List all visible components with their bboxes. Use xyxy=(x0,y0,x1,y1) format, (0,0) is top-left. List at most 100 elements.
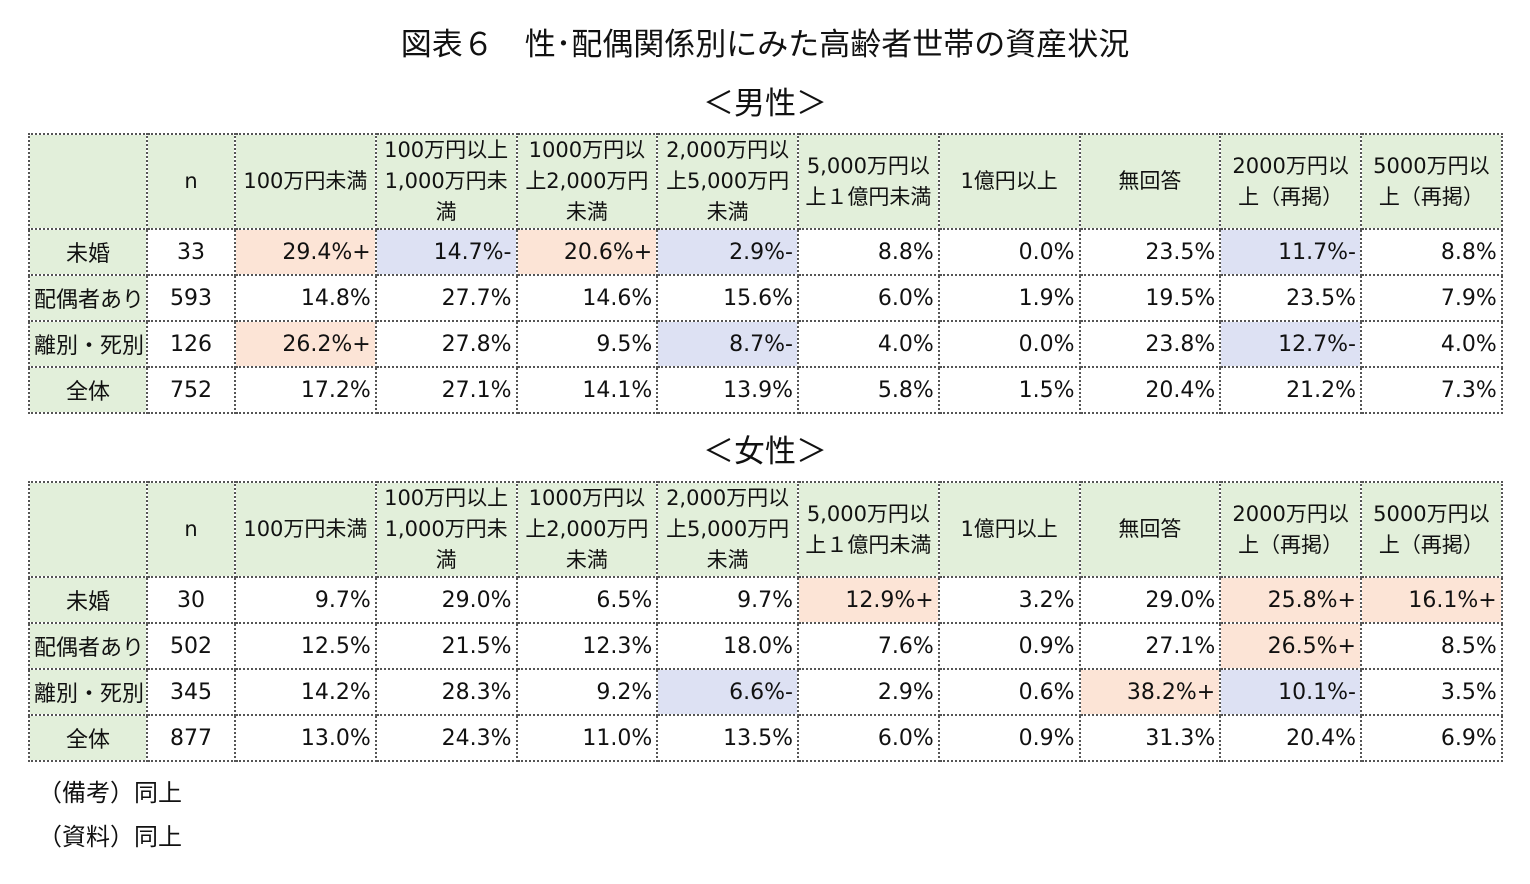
percentage-cell: 27.1% xyxy=(374,366,518,414)
percentage-cell: 24.3% xyxy=(374,714,518,762)
figure-title: 図表６ 性･配偶関係別にみた高齢者世帯の資産状況 xyxy=(400,27,1130,63)
table-row: 離別・死別 126 26.2%+ 27.8% 9.5% 8.7%- 4.0% 0.0% 23.8… xyxy=(28,320,1503,368)
percentage-cell: 16.1%+ xyxy=(1360,576,1503,624)
percentage-cell: 26.2%+ xyxy=(234,320,377,368)
female-section-title: ＜女性＞ xyxy=(703,434,827,470)
row-label: 未婚 xyxy=(28,576,148,624)
percentage-cell: 23.5% xyxy=(1078,228,1222,276)
column-header xyxy=(28,481,148,578)
percentage-cell: 14.2% xyxy=(234,668,377,716)
percentage-cell: 18.0% xyxy=(656,622,799,670)
row-label: 離別・死別 xyxy=(28,320,148,368)
percentage-cell: 23.8% xyxy=(1078,320,1222,368)
column-header: 1億円以上 xyxy=(937,133,1081,230)
percentage-cell: 19.5% xyxy=(1078,274,1222,322)
percentage-cell: 26.5%+ xyxy=(1219,622,1362,670)
female-asset-table: n 100万円未満 100万円以上1,000万円未満 1000万円以上2,000万円未… xyxy=(28,481,1503,762)
column-header: 5,000万円以上１億円未満 xyxy=(797,133,940,230)
column-header: 2,000万円以上5,000万円未満 xyxy=(656,133,799,230)
header-row: n 100万円未満 100万円以上1,000万円未満 1000万円以上2,000万円未… xyxy=(28,133,1503,230)
percentage-cell: 14.6% xyxy=(515,274,659,322)
sample-size-cell: 126 xyxy=(146,320,236,368)
sample-size-cell: 345 xyxy=(146,668,236,716)
table-header: n 100万円未満 100万円以上1,000万円未満 1000万円以上2,000万円未… xyxy=(28,481,1503,578)
percentage-cell: 8.7%- xyxy=(656,320,799,368)
percentage-cell: 5.8% xyxy=(797,366,940,414)
percentage-cell: 7.6% xyxy=(797,622,940,670)
percentage-cell: 20.4% xyxy=(1078,366,1222,414)
percentage-cell: 3.2% xyxy=(937,576,1081,624)
sample-size-cell: 752 xyxy=(146,366,236,414)
percentage-cell: 1.5% xyxy=(937,366,1081,414)
percentage-cell: 10.1%- xyxy=(1219,668,1362,716)
percentage-cell: 20.4% xyxy=(1219,714,1362,762)
percentage-cell: 4.0% xyxy=(1360,320,1503,368)
sample-size-cell: 30 xyxy=(146,576,236,624)
percentage-cell: 7.3% xyxy=(1360,366,1503,414)
percentage-cell: 6.9% xyxy=(1360,714,1503,762)
percentage-cell: 14.8% xyxy=(234,274,377,322)
column-header: 1億円以上 xyxy=(937,481,1081,578)
percentage-cell: 38.2%+ xyxy=(1078,668,1222,716)
percentage-cell: 12.3% xyxy=(515,622,659,670)
header-row: n 100万円未満 100万円以上1,000万円未満 1000万円以上2,000万円未… xyxy=(28,481,1503,578)
percentage-cell: 0.0% xyxy=(937,228,1081,276)
sample-size-cell: 502 xyxy=(146,622,236,670)
percentage-cell: 2.9% xyxy=(797,668,940,716)
row-label: 離別・死別 xyxy=(28,668,148,716)
column-header: 5000万円以上（再掲） xyxy=(1360,481,1503,578)
percentage-cell: 12.7%- xyxy=(1219,320,1362,368)
percentage-cell: 29.4%+ xyxy=(234,228,377,276)
percentage-cell: 11.0% xyxy=(515,714,659,762)
column-header: 100万円未満 xyxy=(234,481,377,578)
percentage-cell: 0.9% xyxy=(937,622,1081,670)
column-header xyxy=(28,133,148,230)
percentage-cell: 14.1% xyxy=(515,366,659,414)
column-header: 無回答 xyxy=(1078,481,1222,578)
percentage-cell: 9.7% xyxy=(656,576,799,624)
table-row: 配偶者あり 502 12.5% 21.5% 12.3% 18.0% 7.6% 0.9% 27.1… xyxy=(28,622,1503,670)
percentage-cell: 3.5% xyxy=(1360,668,1503,716)
column-header: 2000万円以上（再掲） xyxy=(1219,481,1362,578)
row-label: 配偶者あり xyxy=(28,274,148,322)
male-section-title: ＜男性＞ xyxy=(703,86,827,122)
percentage-cell: 21.5% xyxy=(374,622,518,670)
percentage-cell: 7.9% xyxy=(1360,274,1503,322)
table-body: 未婚 33 29.4%+ 14.7%- 20.6%+ 2.9%- 8.8% 0.0% 23.5%… xyxy=(28,228,1503,414)
percentage-cell: 6.0% xyxy=(797,274,940,322)
table-row: 未婚 33 29.4%+ 14.7%- 20.6%+ 2.9%- 8.8% 0.0% 23.5%… xyxy=(28,228,1503,276)
sample-size-cell: 593 xyxy=(146,274,236,322)
percentage-cell: 1.9% xyxy=(937,274,1081,322)
percentage-cell: 25.8%+ xyxy=(1219,576,1362,624)
percentage-cell: 13.0% xyxy=(234,714,377,762)
percentage-cell: 20.6%+ xyxy=(515,228,659,276)
column-header: 無回答 xyxy=(1078,133,1222,230)
percentage-cell: 12.5% xyxy=(234,622,377,670)
sample-size-cell: 877 xyxy=(146,714,236,762)
table-row: 離別・死別 345 14.2% 28.3% 9.2% 6.6%- 2.9% 0.6% 38.2%… xyxy=(28,668,1503,716)
percentage-cell: 0.6% xyxy=(937,668,1081,716)
percentage-cell: 29.0% xyxy=(374,576,518,624)
percentage-cell: 27.7% xyxy=(374,274,518,322)
column-header: 1000万円以上2,000万円未満 xyxy=(515,133,659,230)
percentage-cell: 0.9% xyxy=(937,714,1081,762)
percentage-cell: 2.9%- xyxy=(656,228,799,276)
row-label: 未婚 xyxy=(28,228,148,276)
male-asset-table: n 100万円未満 100万円以上1,000万円未満 1000万円以上2,000万円未… xyxy=(28,133,1503,414)
percentage-cell: 6.6%- xyxy=(656,668,799,716)
percentage-cell: 14.7%- xyxy=(374,228,518,276)
percentage-cell: 17.2% xyxy=(234,366,377,414)
percentage-cell: 27.8% xyxy=(374,320,518,368)
column-header: 2000万円以上（再掲） xyxy=(1219,133,1362,230)
column-header: n xyxy=(146,481,236,578)
column-header: 100万円以上1,000万円未満 xyxy=(374,481,518,578)
table-row: 未婚 30 9.7% 29.0% 6.5% 9.7% 12.9%+ 3.2% 29.0% 25.8… xyxy=(28,576,1503,624)
row-label: 全体 xyxy=(28,366,148,414)
percentage-cell: 9.2% xyxy=(515,668,659,716)
percentage-cell: 4.0% xyxy=(797,320,940,368)
percentage-cell: 11.7%- xyxy=(1219,228,1362,276)
percentage-cell: 8.8% xyxy=(797,228,940,276)
percentage-cell: 8.8% xyxy=(1360,228,1503,276)
column-header: 5,000万円以上１億円未満 xyxy=(797,481,940,578)
percentage-cell: 13.9% xyxy=(656,366,799,414)
